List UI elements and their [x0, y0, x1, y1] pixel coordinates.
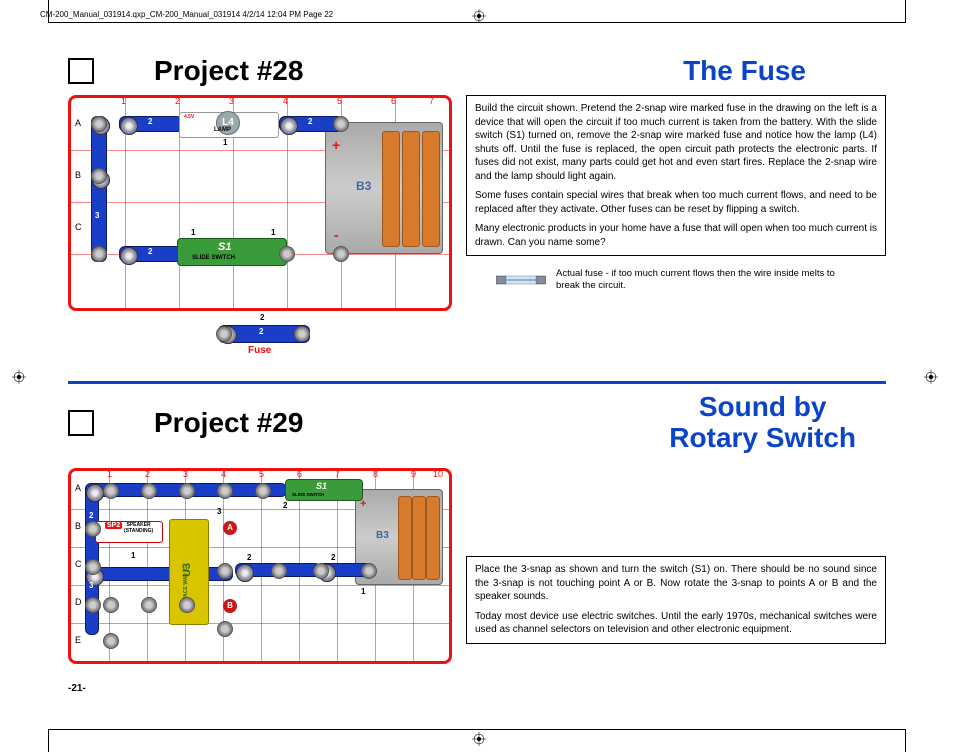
speaker-label: SPEAKER (STANDING) — [124, 522, 153, 534]
project-28-text-col: Build the circuit shown. Pretend the 2-s… — [466, 95, 886, 367]
fuse-note-text: Actual fuse - if too much current flows … — [556, 268, 836, 293]
project-29-row: 12345678910 ABCDE B3 + - S1 SLIDE SWITCH — [68, 462, 886, 664]
switch-label: SLIDE SWITCH — [192, 255, 235, 261]
circuit-diagram-29: 12345678910 ABCDE B3 + - S1 SLIDE SWITCH — [68, 468, 452, 664]
project-28-header: Project #28 The Fuse — [68, 55, 886, 87]
battery-label: B3 — [376, 530, 389, 541]
checkbox-29 — [68, 410, 94, 436]
lamp-component: L4 LAMP 4.5V — [179, 112, 279, 138]
registration-mark-icon — [472, 9, 486, 23]
checkbox-28 — [68, 58, 94, 84]
p29-para1: Place the 3-snap as shown and turn the s… — [475, 563, 877, 604]
fuse-icon — [496, 273, 546, 287]
speaker-component: SP2 SPEAKER (STANDING) — [95, 521, 163, 543]
project-29-number: Project #29 — [154, 407, 303, 439]
registration-mark-icon — [12, 370, 26, 384]
battery-label: B3 — [356, 179, 371, 193]
project-28-row: 1234567 ABC B3 + - 2 2 3 2 — [68, 95, 886, 367]
crop-mark — [48, 0, 49, 22]
p28-para3: Many electronic products in your home ha… — [475, 222, 877, 249]
crop-mark — [905, 730, 906, 752]
registration-mark-icon — [472, 732, 486, 746]
sp2-label: SP2 — [105, 522, 122, 529]
section-divider — [68, 381, 886, 384]
crop-mark — [48, 729, 906, 730]
crop-mark — [48, 22, 906, 23]
slide-switch: S1 SLIDE SWITCH — [177, 238, 287, 266]
crop-mark — [48, 730, 49, 752]
project-28-number: Project #28 — [154, 55, 303, 87]
fuse-label: Fuse — [248, 345, 271, 356]
lamp-label: LAMP — [214, 127, 231, 133]
project-28-diagram-wrap: 1234567 ABC B3 + - 2 2 3 2 — [68, 95, 452, 367]
p29-para2: Today most device use electric switches.… — [475, 610, 877, 637]
project-29-header: Project #29 Sound by Rotary Switch — [68, 392, 886, 454]
volt-label: 4.5V — [184, 114, 194, 120]
fuse-footnote: Actual fuse - if too much current flows … — [496, 268, 886, 293]
page-number: -21- — [68, 683, 86, 694]
p28-para2: Some fuses contain special wires that br… — [475, 189, 877, 216]
point-b-marker: B — [223, 599, 237, 613]
battery-holder: B3 + - — [325, 122, 443, 254]
circuit-diagram-28: 1234567 ABC B3 + - 2 2 3 2 — [68, 95, 452, 311]
print-header: CM-200_Manual_031914.qxp_CM-200_Manual_0… — [40, 10, 333, 19]
point-a-marker: A — [223, 521, 237, 535]
switch-s1: S1 — [316, 481, 327, 491]
registration-mark-icon — [924, 370, 938, 384]
p28-para1: Build the circuit shown. Pretend the 2-s… — [475, 102, 877, 183]
switch-s1: S1 — [218, 241, 231, 253]
page-content: Project #28 The Fuse 1234567 ABC B3 + - — [68, 55, 886, 697]
wire-2snap: 2 — [119, 116, 183, 132]
project-29-text: Place the 3-snap as shown and turn the s… — [466, 556, 886, 644]
u3-sublabel: SPACE WAR IC — [183, 543, 189, 603]
project-29-title: Sound by Rotary Switch — [669, 392, 856, 454]
slide-switch: S1 SLIDE SWITCH — [285, 479, 363, 501]
fuse-piece: 2 2 Fuse — [218, 317, 308, 367]
project-28-title: The Fuse — [683, 55, 806, 87]
wire — [85, 567, 233, 581]
wire-2snap: 2 — [119, 246, 183, 262]
project-28-text: Build the circuit shown. Pretend the 2-s… — [466, 95, 886, 256]
switch-label: SLIDE SWITCH — [292, 492, 324, 497]
crop-mark — [905, 0, 906, 22]
